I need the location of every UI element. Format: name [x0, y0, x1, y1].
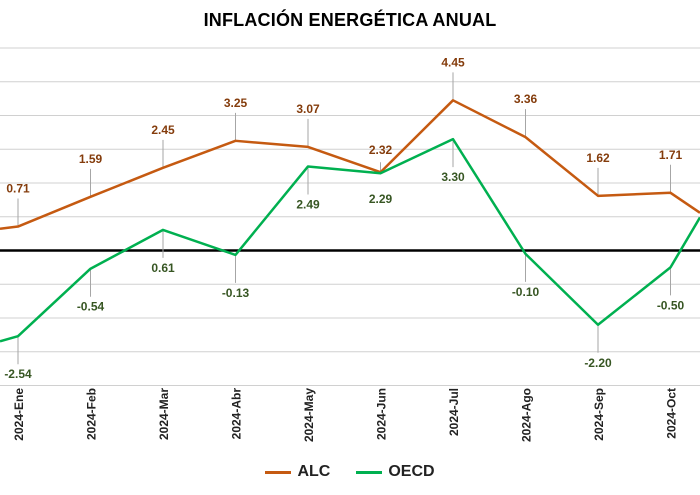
- chart-title: INFLACIÓN ENERGÉTICA ANUAL: [203, 10, 497, 30]
- x-axis-ticks: 2024-Ene 2024-Feb 2024-Mar 2024-Abr 2024-May…: [12, 388, 679, 442]
- data-label-oecd: -0.54: [77, 300, 105, 314]
- data-label-alc: 0.71: [6, 182, 30, 196]
- data-label-oecd: 2.29: [369, 192, 393, 206]
- legend-item-oecd: OECD: [356, 463, 435, 481]
- legend-label-oecd: OECD: [388, 463, 435, 480]
- x-tick-label: 2024-Mar: [157, 388, 171, 440]
- data-label-oecd: 0.61: [151, 261, 175, 275]
- legend-swatch-alc: [265, 470, 292, 474]
- data-label-alc: 2.32: [369, 143, 393, 157]
- data-label-alc: 3.07: [296, 102, 320, 116]
- data-label-alc: 2.45: [151, 123, 175, 137]
- series-line-alc: [0, 99, 700, 230]
- data-label-oecd: -0.50: [657, 298, 685, 312]
- data-label-alc: 1.59: [79, 152, 103, 166]
- x-tick-label: 2024-May: [302, 388, 316, 442]
- x-tick-label: 2024-Abr: [230, 388, 244, 440]
- data-label-alc: 3.25: [224, 96, 248, 110]
- x-tick-label: 2024-Ago: [520, 388, 534, 442]
- legend: ALC OECD: [0, 463, 700, 481]
- x-tick-label: 2024-Ene: [12, 388, 26, 441]
- data-label-oecd: -2.20: [584, 356, 612, 370]
- x-tick-label: 2024-Feb: [85, 388, 99, 440]
- data-labels: 0.71 1.59 2.45 3.25 3.07 2.32 4.45 3.36 1.62 1.71…: [4, 55, 684, 381]
- data-label-oecd: -0.13: [222, 286, 250, 300]
- series-lines: [0, 99, 700, 343]
- data-label-oecd: 3.30: [441, 170, 465, 184]
- data-label-oecd: -2.54: [4, 367, 32, 381]
- series-line-oecd: [0, 137, 700, 343]
- data-label-oecd: 2.49: [296, 197, 320, 211]
- legend-label-alc: ALC: [297, 463, 331, 480]
- x-tick-label: 2024-Jul: [447, 388, 461, 436]
- x-tick-label: 2024-Sep: [592, 388, 606, 441]
- data-label-alc: 1.62: [586, 151, 610, 165]
- legend-item-alc: ALC: [265, 463, 330, 481]
- data-label-alc: 1.71: [659, 148, 683, 162]
- data-label-alc: 4.45: [441, 55, 465, 69]
- data-label-alc: 3.36: [514, 92, 538, 106]
- leader-lines: [17, 72, 671, 365]
- x-tick-label: 2024-Oct: [665, 388, 679, 439]
- data-label-oecd: -0.10: [512, 285, 540, 299]
- legend-swatch-oecd: [356, 470, 383, 474]
- x-tick-label: 2024-Jun: [375, 388, 389, 440]
- gridlines: [0, 47, 700, 386]
